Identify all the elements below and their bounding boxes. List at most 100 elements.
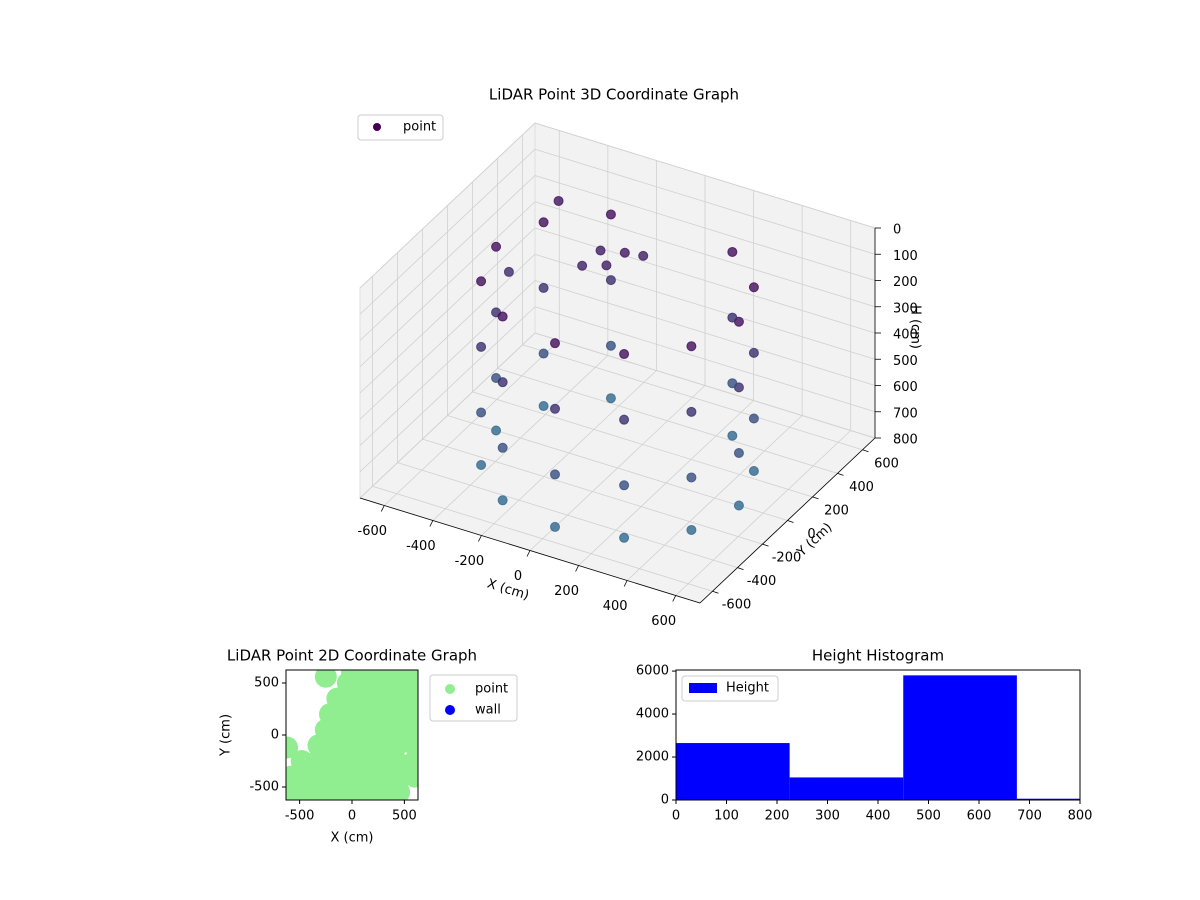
tick-mark xyxy=(672,595,677,602)
x-axis-label: X (cm) xyxy=(331,831,374,846)
point xyxy=(727,430,738,441)
x-tick-label: 400 xyxy=(866,809,891,824)
y-tick-label: 0 xyxy=(271,728,279,743)
legend-box xyxy=(357,114,444,141)
grid-line xyxy=(359,332,536,499)
y-tick-label: 0 xyxy=(661,793,669,808)
bar xyxy=(789,777,904,800)
grid-line xyxy=(522,344,863,451)
y-axis-line xyxy=(699,437,876,604)
y-tick-label: 500 xyxy=(254,676,279,691)
tick-mark xyxy=(478,535,482,542)
legend-label: wall xyxy=(475,703,501,718)
point xyxy=(326,687,349,710)
point xyxy=(550,338,560,349)
point xyxy=(619,532,630,543)
point xyxy=(550,403,560,414)
point xyxy=(476,276,487,287)
grid-line xyxy=(359,148,536,315)
tick-mark xyxy=(526,550,531,557)
point xyxy=(369,750,392,772)
point xyxy=(686,341,697,352)
x-tick-label: 0 xyxy=(514,569,522,584)
point xyxy=(577,260,588,271)
y-tick-label: 6000 xyxy=(636,664,669,679)
tick-mark xyxy=(837,472,844,476)
tick-mark xyxy=(737,567,744,571)
tick-mark xyxy=(712,590,719,594)
point xyxy=(727,246,738,257)
z-tick-label: 700 xyxy=(893,406,918,421)
point xyxy=(550,469,560,480)
point xyxy=(748,347,759,358)
grid-line xyxy=(534,280,876,386)
z-tick-label: 200 xyxy=(893,275,918,290)
x-tick-label: 200 xyxy=(554,584,579,599)
point xyxy=(538,348,549,359)
grid-line xyxy=(534,148,876,255)
point xyxy=(497,495,508,506)
tick-mark xyxy=(787,520,794,523)
point xyxy=(601,260,612,271)
point xyxy=(503,266,514,277)
chart-title: Height Histogram xyxy=(812,647,944,665)
point xyxy=(491,425,502,436)
y-axis-label: Y (cm) xyxy=(219,714,234,757)
z-tick-label: 0 xyxy=(893,223,901,238)
legend-marker xyxy=(445,684,455,694)
point xyxy=(686,524,697,535)
y-tick-label: -200 xyxy=(772,551,802,566)
point xyxy=(638,250,649,261)
z-axis-label: H (cm) xyxy=(908,305,923,349)
grid-line xyxy=(534,253,876,360)
grid-line xyxy=(359,201,536,368)
x-tick-label: 200 xyxy=(765,809,790,824)
grid-line xyxy=(534,175,876,281)
y-tick-label: -500 xyxy=(249,780,279,795)
x-tick-label: -500 xyxy=(285,809,315,824)
point xyxy=(605,393,616,404)
point xyxy=(286,736,299,759)
point xyxy=(748,413,759,424)
grid-line xyxy=(534,201,876,308)
point xyxy=(337,750,360,772)
point xyxy=(748,282,759,293)
grid-line xyxy=(534,122,876,229)
grid-line xyxy=(359,227,536,394)
z-tick-label: 400 xyxy=(893,328,918,343)
z-tick-label: 300 xyxy=(893,301,918,316)
y-tick-label: -600 xyxy=(722,598,752,613)
point xyxy=(605,340,616,351)
point xyxy=(476,407,487,418)
tick-mark xyxy=(429,520,434,527)
grid-line xyxy=(397,462,738,569)
point xyxy=(727,378,738,389)
x-tick-label: 700 xyxy=(1017,809,1042,824)
y-tick-label: 0 xyxy=(807,527,815,542)
point xyxy=(497,377,508,388)
point xyxy=(619,414,630,425)
y-tick-label: -400 xyxy=(747,574,777,589)
x-tick-label: -400 xyxy=(406,539,436,554)
point xyxy=(476,459,487,470)
x-tick-label: 500 xyxy=(916,809,941,824)
grid-line xyxy=(534,306,876,413)
x-tick-label: 500 xyxy=(392,809,417,824)
x-tick-label: 600 xyxy=(967,809,992,824)
legend-label: point xyxy=(403,120,436,135)
point xyxy=(595,245,606,256)
tick-mark xyxy=(623,580,628,587)
point xyxy=(476,341,487,352)
grid-line xyxy=(372,485,713,592)
chart-title: LiDAR Point 3D Coordinate Graph xyxy=(489,86,739,104)
point xyxy=(538,217,549,228)
point xyxy=(733,448,744,458)
point xyxy=(385,750,407,772)
grid-line xyxy=(447,415,788,521)
bar xyxy=(676,743,790,800)
grid-line xyxy=(359,253,536,420)
point xyxy=(497,311,508,322)
legend-label: point xyxy=(475,682,508,697)
x-tick-label: 0 xyxy=(672,809,680,824)
bar xyxy=(903,675,1017,800)
